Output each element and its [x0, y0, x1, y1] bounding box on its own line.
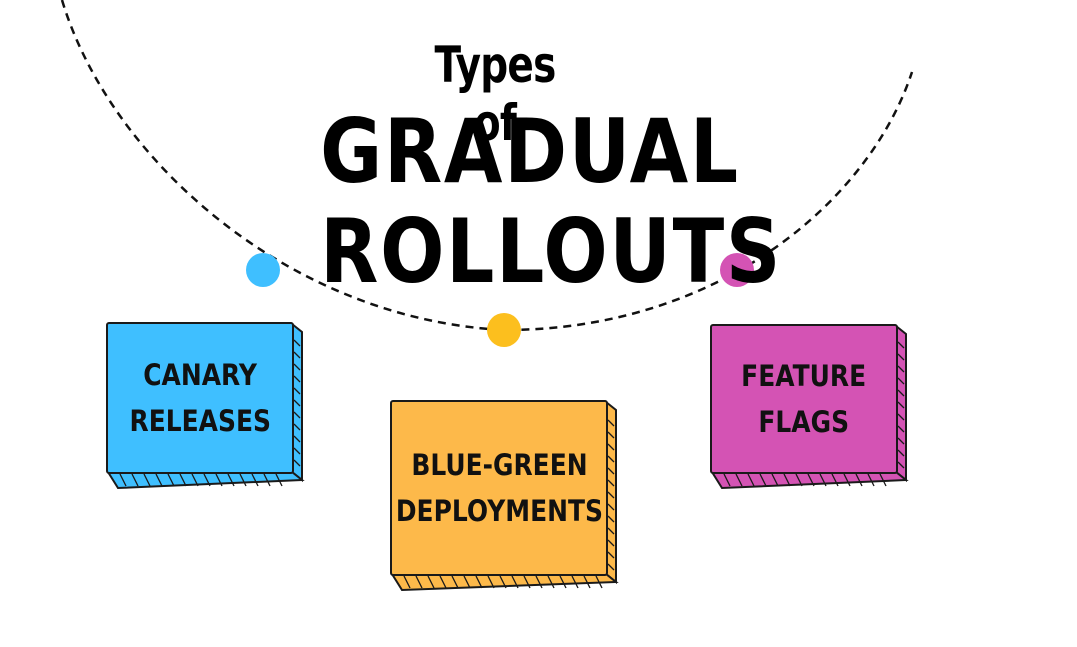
- canary-dot: [246, 253, 280, 287]
- bluegreen-label-line1: BLUE-GREEN: [410, 447, 588, 482]
- canary-label-line2: RELEASES: [129, 404, 271, 438]
- title-gradual: GRADUAL: [320, 100, 740, 203]
- canary-label-line1: CANARY: [143, 357, 257, 392]
- feature-flags-box: FEATURE FLAGS: [710, 324, 898, 474]
- bluegreen-dot: [487, 313, 521, 347]
- blue-green-deployments-box: BLUE-GREEN DEPLOYMENTS: [390, 400, 608, 576]
- bluegreen-label-line2: DEPLOYMENTS: [395, 494, 603, 528]
- feature-label-line1: FEATURE: [741, 358, 867, 393]
- feature-label-line2: FLAGS: [758, 405, 850, 439]
- canary-box-shadow: [106, 321, 305, 490]
- canary-releases-box: CANARY RELEASES: [106, 322, 294, 474]
- title-rollouts: ROLLOUTS: [320, 200, 783, 303]
- dashed-arc: [60, 0, 914, 332]
- feature-dot: [720, 253, 754, 287]
- title-small: Types of: [434, 36, 556, 152]
